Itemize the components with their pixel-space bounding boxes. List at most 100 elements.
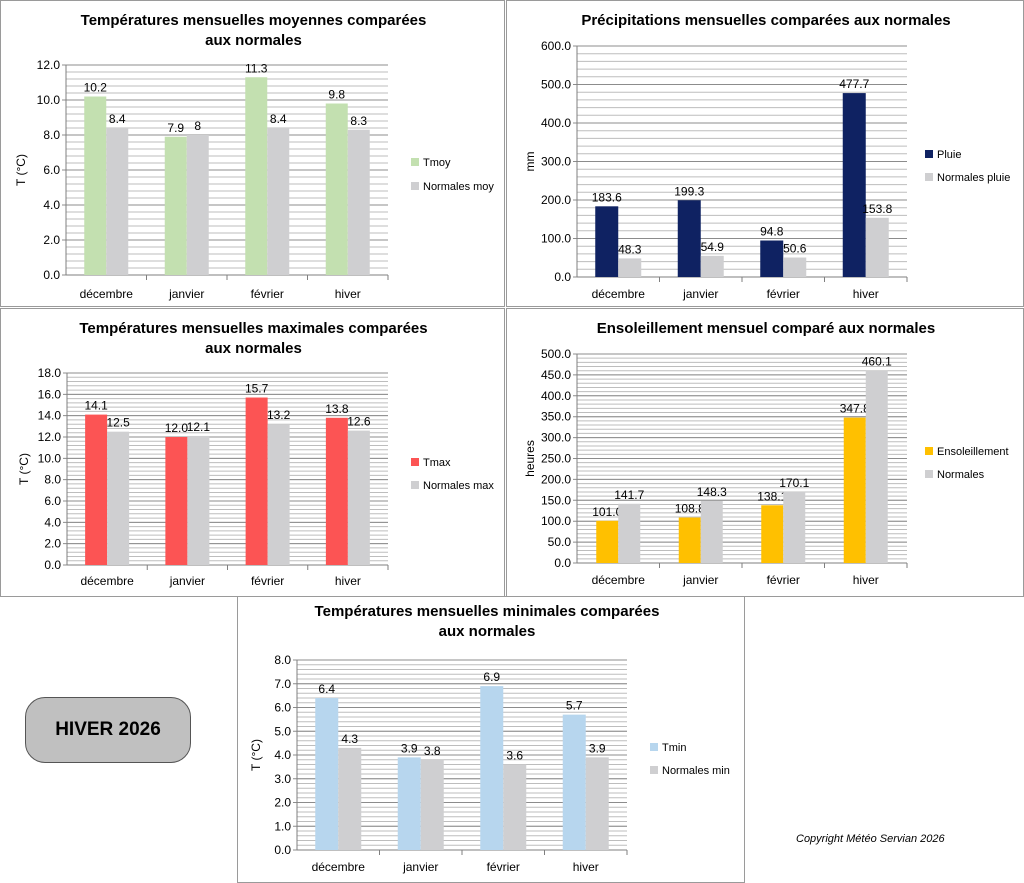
- y-tick-label: 12.0: [38, 430, 62, 444]
- chart-svg: Températures mensuelles moyennes comparé…: [14, 12, 494, 301]
- chart-tmin: Températures mensuelles minimales compar…: [237, 596, 745, 883]
- data-label: 6.9: [483, 670, 500, 684]
- x-tick-label: janvier: [168, 287, 204, 301]
- x-tick-label: février: [487, 860, 520, 874]
- bar-normales: [700, 501, 723, 563]
- legend-swatch: [650, 743, 658, 751]
- legend-swatch: [411, 458, 419, 466]
- chart-svg: Précipitations mensuelles comparées aux …: [523, 12, 1010, 301]
- legend-label: Normales max: [423, 480, 494, 492]
- x-tick-label: janvier: [682, 287, 718, 301]
- x-tick-label: février: [767, 287, 800, 301]
- data-label: 50.6: [783, 242, 807, 256]
- y-tick-label: 100.0: [541, 514, 571, 528]
- bar-normales-moy: [106, 128, 129, 275]
- y-tick-label: 4.0: [44, 515, 61, 529]
- bar-tmax: [325, 417, 348, 565]
- y-tick-label: 250.0: [541, 452, 571, 466]
- y-axis-label: T (°C): [17, 453, 31, 485]
- x-tick-label: décembre: [80, 287, 134, 301]
- legend-label: Tmin: [662, 742, 686, 754]
- x-tick-label: hiver: [335, 574, 361, 588]
- bar-tmax: [165, 437, 188, 565]
- bar-normales-min: [420, 759, 444, 850]
- y-tick-label: 200.0: [541, 193, 571, 207]
- chart-precipitations: Précipitations mensuelles comparées aux …: [506, 0, 1024, 307]
- y-tick-label: 500.0: [541, 347, 571, 361]
- bar-tmoy: [164, 136, 187, 275]
- legend-label: Tmax: [423, 457, 451, 469]
- x-tick-label: février: [767, 573, 800, 587]
- y-tick-label: 7.0: [274, 677, 291, 691]
- legend-swatch: [925, 150, 933, 158]
- bar-pluie: [595, 206, 619, 277]
- x-tick-label: hiver: [335, 287, 361, 301]
- data-label: 477.7: [839, 77, 869, 91]
- y-tick-label: 12.0: [37, 58, 61, 72]
- chart-title: Températures mensuelles maximales compar…: [79, 320, 427, 337]
- x-tick-label: hiver: [853, 287, 879, 301]
- data-label: 170.1: [779, 476, 809, 490]
- chart-tmax: Températures mensuelles maximales compar…: [0, 308, 505, 597]
- chart-svg: Ensoleillement mensuel comparé aux norma…: [523, 320, 1009, 587]
- legend-label: Normales moy: [423, 181, 494, 193]
- y-tick-label: 400.0: [541, 389, 571, 403]
- bar-normales-min: [503, 764, 527, 850]
- y-tick-label: 200.0: [541, 472, 571, 486]
- bar-normales-max: [107, 431, 130, 565]
- bar-normales-max: [187, 435, 210, 565]
- bar-tmoy: [325, 103, 348, 275]
- data-label: 183.6: [592, 190, 622, 204]
- data-label: 12.6: [347, 415, 371, 429]
- y-tick-label: 400.0: [541, 116, 571, 130]
- y-tick-label: 4.0: [43, 198, 60, 212]
- chart-svg: Températures mensuelles minimales compar…: [249, 603, 730, 874]
- data-label: 101.0: [592, 505, 622, 519]
- y-tick-label: 50.0: [548, 535, 572, 549]
- bar-tmoy: [84, 96, 107, 275]
- y-tick-label: 2.0: [43, 233, 60, 247]
- chart-tmoy: Températures mensuelles moyennes comparé…: [0, 0, 505, 307]
- bar-tmoy: [245, 77, 268, 275]
- y-tick-label: 0.0: [43, 268, 60, 282]
- data-label: 153.8: [862, 202, 892, 216]
- data-label: 12.5: [106, 416, 130, 430]
- bar-normales: [618, 503, 641, 563]
- y-tick-label: 100.0: [541, 232, 571, 246]
- data-label: 9.8: [328, 88, 345, 102]
- bar-normales-moy: [347, 129, 370, 275]
- bar-tmin: [397, 757, 421, 850]
- data-label: 6.4: [318, 682, 335, 696]
- data-label: 3.8: [424, 744, 441, 758]
- x-tick-label: décembre: [80, 574, 134, 588]
- chart-title: aux normales: [205, 32, 302, 49]
- bar-normales: [865, 370, 888, 563]
- data-label: 7.9: [167, 121, 184, 135]
- data-label: 108.8: [675, 502, 705, 516]
- y-tick-label: 5.0: [274, 724, 291, 738]
- data-label: 12.1: [187, 420, 211, 434]
- x-tick-label: février: [251, 574, 284, 588]
- data-label: 4.3: [341, 732, 358, 746]
- bar-tmin: [562, 714, 586, 850]
- legend-label: Normales min: [662, 765, 730, 777]
- bar-ensoleillement: [761, 505, 784, 563]
- bar-normales-moy: [186, 135, 209, 275]
- bar-ensoleillement: [678, 517, 701, 563]
- y-tick-label: 16.0: [38, 387, 62, 401]
- x-tick-label: décembre: [312, 860, 366, 874]
- data-label: 8.4: [109, 112, 126, 126]
- y-axis-label: heures: [523, 440, 537, 477]
- y-tick-label: 0.0: [44, 558, 61, 572]
- legend-label: Normales pluie: [937, 172, 1010, 184]
- y-tick-label: 350.0: [541, 410, 571, 424]
- legend-swatch: [650, 766, 658, 774]
- chart-ensoleillement: Ensoleillement mensuel comparé aux norma…: [506, 308, 1024, 597]
- data-label: 3.6: [506, 749, 523, 763]
- y-tick-label: 14.0: [38, 409, 62, 423]
- data-label: 8.3: [350, 114, 367, 128]
- legend-swatch: [411, 158, 419, 166]
- x-tick-label: hiver: [573, 860, 599, 874]
- y-tick-label: 0.0: [554, 270, 571, 284]
- data-label: 199.3: [674, 184, 704, 198]
